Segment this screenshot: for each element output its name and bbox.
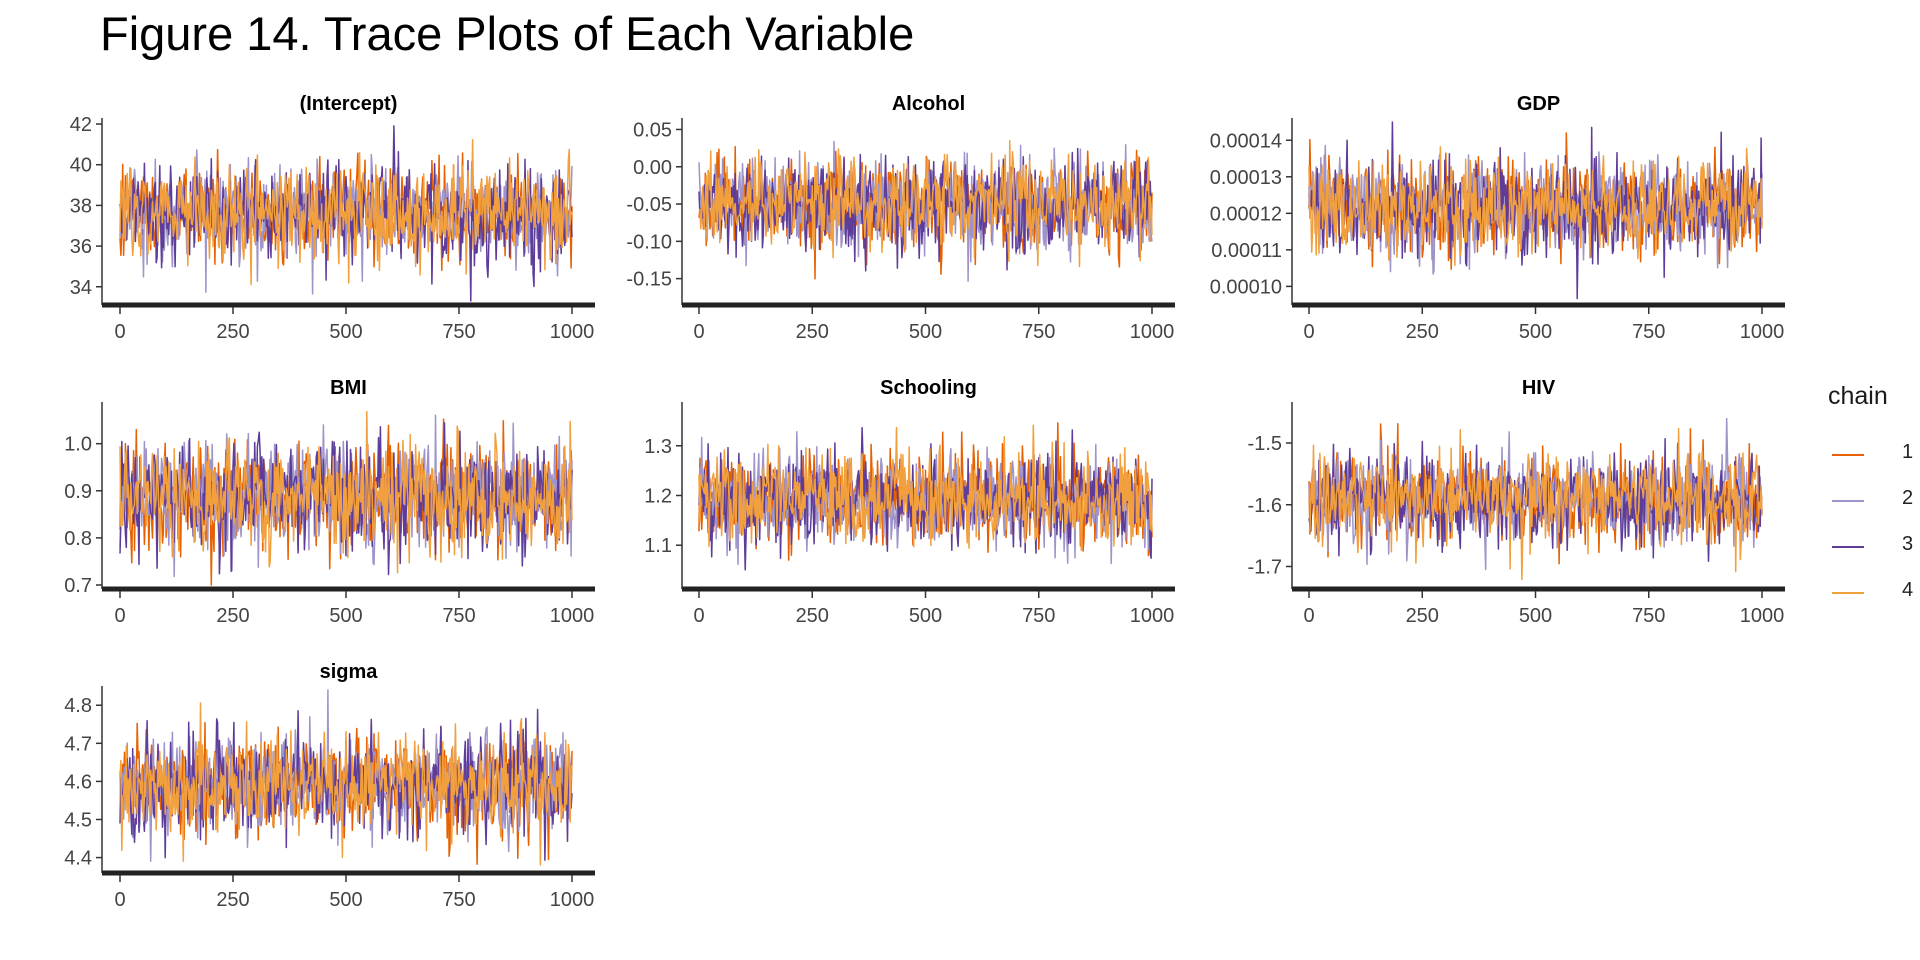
y-tick-label: 40 — [70, 155, 92, 177]
x-tick-label: 1000 — [550, 321, 595, 343]
x-tick-label: 750 — [442, 321, 475, 343]
x-tick-label: 1000 — [550, 889, 595, 911]
y-tick-label: 4.5 — [64, 809, 92, 831]
x-tick-label: 750 — [1022, 605, 1055, 627]
y-tick-label: 0.9 — [64, 481, 92, 503]
x-tick-label: 250 — [216, 321, 249, 343]
y-tick-label: -1.7 — [1248, 556, 1282, 578]
y-tick-label: 0.00011 — [1211, 240, 1282, 262]
y-tick-label: -1.5 — [1248, 433, 1282, 455]
x-tick-label: 1000 — [1740, 605, 1785, 627]
y-tick-label: 0.00014 — [1210, 130, 1282, 152]
x-tick-label: 750 — [1632, 321, 1665, 343]
panel-title: sigma — [320, 661, 379, 683]
x-tick-label: 1000 — [550, 605, 595, 627]
x-tick-label: 500 — [909, 605, 942, 627]
legend-swatch — [1832, 592, 1864, 594]
y-tick-label: -0.05 — [626, 194, 672, 216]
y-tick-label: -1.6 — [1248, 495, 1282, 517]
chain-legend: chain 1 2 3 4 — [1820, 382, 1920, 601]
x-tick-label: 750 — [442, 889, 475, 911]
x-tick-label: 1000 — [1740, 321, 1785, 343]
panel-title: (Intercept) — [300, 93, 398, 115]
y-tick-label: 34 — [70, 277, 92, 299]
x-tick-label: 1000 — [1130, 321, 1175, 343]
panel-title: GDP — [1517, 93, 1560, 115]
x-tick-label: 250 — [216, 889, 249, 911]
y-tick-label: 36 — [70, 236, 92, 258]
y-tick-label: 38 — [70, 195, 92, 217]
panel-title: Alcohol — [892, 93, 965, 115]
y-tick-label: 0.00010 — [1210, 276, 1282, 298]
legend-label: 1 — [1902, 441, 1914, 463]
x-tick-label: 500 — [329, 605, 362, 627]
legend-swatch — [1832, 546, 1864, 548]
series-line-chain-4 — [698, 424, 1153, 551]
series-line-chain-4 — [119, 410, 573, 574]
series-line-chain-4 — [119, 138, 573, 286]
y-tick-label: 0.00013 — [1210, 167, 1282, 189]
panel-title: HIV — [1522, 377, 1556, 399]
legend-swatch — [1832, 454, 1864, 456]
x-tick-label: 250 — [796, 321, 829, 343]
legend-swatch — [1832, 500, 1864, 502]
x-tick-label: 750 — [442, 605, 475, 627]
x-tick-label: 0 — [114, 889, 125, 911]
legend-label: 3 — [1902, 533, 1914, 555]
x-tick-label: 250 — [216, 605, 249, 627]
legend-item-chain-2: 2 — [1832, 486, 1920, 516]
series-line-chain-4 — [1308, 146, 1763, 267]
x-tick-label: 250 — [1406, 321, 1439, 343]
x-tick-label: 0 — [1303, 605, 1314, 627]
y-tick-label: 1.2 — [644, 486, 672, 508]
series-line-chain-4 — [1308, 427, 1763, 581]
x-tick-label: 0 — [114, 321, 125, 343]
y-tick-label: 1.3 — [644, 436, 672, 458]
x-tick-label: 0 — [1303, 321, 1314, 343]
series-line-chain-4 — [119, 702, 573, 866]
y-tick-label: 0.00012 — [1210, 203, 1282, 225]
legend-label: 4 — [1902, 579, 1914, 601]
y-tick-label: 1.1 — [644, 535, 672, 557]
series-line-chain-3 — [698, 147, 1153, 272]
x-tick-label: 500 — [329, 889, 362, 911]
x-tick-label: 0 — [114, 605, 125, 627]
series-line-chain-3 — [1308, 437, 1763, 562]
x-tick-label: 1000 — [1130, 605, 1175, 627]
y-tick-label: 4.6 — [64, 771, 92, 793]
y-tick-label: 0.00 — [633, 157, 672, 179]
panel-title: Schooling — [880, 377, 977, 399]
legend-item-chain-3: 3 — [1832, 532, 1920, 562]
legend-label: 2 — [1902, 487, 1914, 509]
y-tick-label: 4.4 — [64, 848, 92, 870]
x-tick-label: 500 — [329, 321, 362, 343]
legend-item-chain-1: 1 — [1832, 440, 1920, 470]
y-tick-label: 1.0 — [64, 434, 92, 456]
y-tick-label: -0.10 — [626, 231, 672, 253]
x-tick-label: 750 — [1632, 605, 1665, 627]
x-tick-label: 0 — [693, 321, 704, 343]
y-tick-label: 0.05 — [633, 119, 672, 141]
y-tick-label: 4.7 — [64, 733, 92, 755]
legend-item-chain-4: 4 — [1832, 578, 1920, 608]
series-line-chain-4 — [698, 140, 1153, 268]
y-tick-label: 0.7 — [64, 575, 92, 597]
series-line-chain-2 — [1308, 417, 1763, 571]
panel-title: BMI — [330, 377, 367, 399]
y-tick-label: -0.15 — [626, 269, 672, 291]
x-tick-label: 500 — [909, 321, 942, 343]
y-tick-label: 0.8 — [64, 528, 92, 550]
legend-title: chain — [1828, 382, 1888, 410]
x-tick-label: 500 — [1519, 321, 1552, 343]
x-tick-label: 0 — [693, 605, 704, 627]
figure-title: Figure 14. Trace Plots of Each Variable — [100, 7, 915, 60]
x-tick-label: 500 — [1519, 605, 1552, 627]
x-tick-label: 750 — [1022, 321, 1055, 343]
y-tick-label: 42 — [70, 114, 92, 136]
y-tick-label: 4.8 — [64, 695, 92, 717]
x-tick-label: 250 — [796, 605, 829, 627]
x-tick-label: 250 — [1406, 605, 1439, 627]
